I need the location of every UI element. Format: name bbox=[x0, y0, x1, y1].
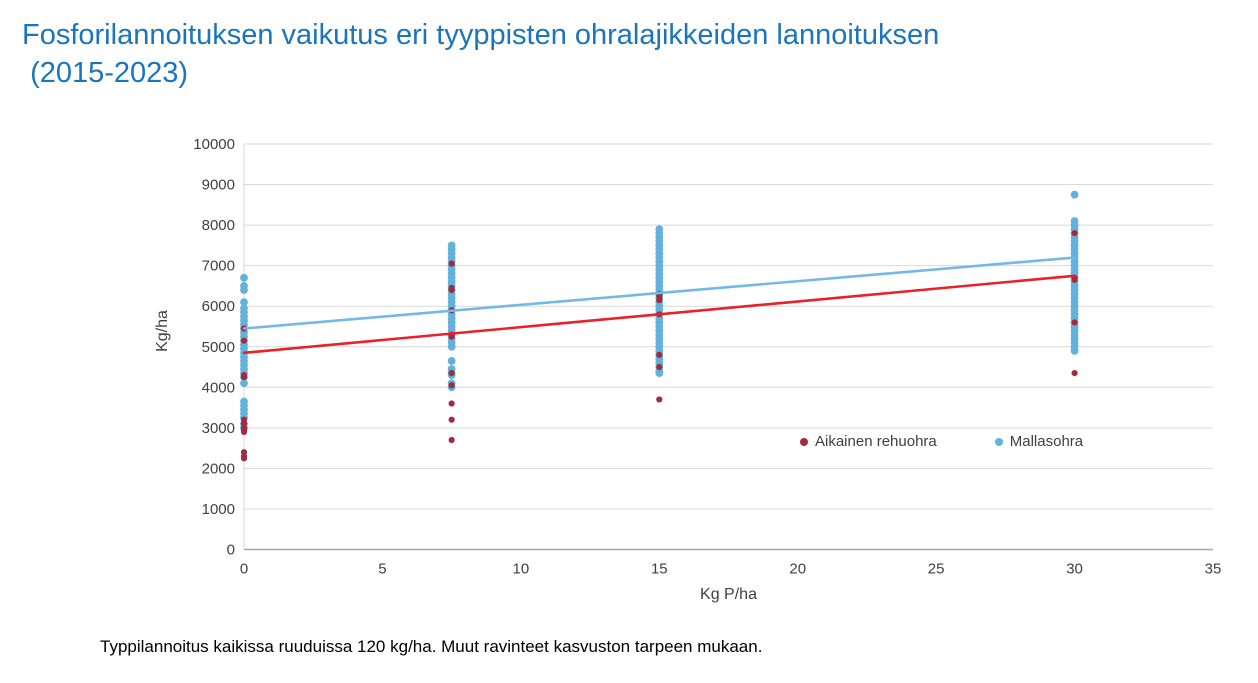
svg-text:10000: 10000 bbox=[193, 136, 235, 153]
y-axis-title: Kg/ha bbox=[153, 310, 171, 352]
svg-text:0: 0 bbox=[240, 561, 248, 578]
svg-text:15: 15 bbox=[651, 561, 668, 578]
page-title: Fosforilannoituksen vaikutus eri tyyppis… bbox=[22, 16, 1202, 93]
svg-text:20: 20 bbox=[789, 561, 806, 578]
x-axis-title: Kg P/ha bbox=[700, 586, 757, 603]
svg-text:1000: 1000 bbox=[202, 501, 235, 518]
svg-text:30: 30 bbox=[1066, 561, 1083, 578]
svg-text:0: 0 bbox=[227, 542, 235, 559]
svg-text:5: 5 bbox=[378, 561, 386, 578]
svg-text:2000: 2000 bbox=[202, 460, 235, 477]
svg-text:9000: 9000 bbox=[202, 177, 235, 194]
svg-text:5000: 5000 bbox=[202, 339, 235, 356]
svg-text:6000: 6000 bbox=[202, 298, 235, 315]
svg-text:8000: 8000 bbox=[202, 217, 235, 234]
svg-text:4000: 4000 bbox=[202, 379, 235, 396]
footer-note: Typpilannoitus kaikissa ruuduissa 120 kg… bbox=[100, 637, 763, 656]
svg-text:3000: 3000 bbox=[202, 420, 235, 437]
legend-label-aikainen-rehuohra: Aikainen rehuohra bbox=[815, 433, 937, 450]
legend-marker-aikainen-rehuohra-icon bbox=[800, 437, 808, 446]
legend-item-mallasohra: Mallasohra bbox=[994, 433, 1084, 450]
page-title-line1: Fosforilannoituksen vaikutus eri tyyppis… bbox=[22, 19, 940, 51]
svg-text:35: 35 bbox=[1205, 561, 1222, 578]
svg-text:25: 25 bbox=[928, 561, 945, 578]
page-title-line2: (2015-2023) bbox=[22, 57, 189, 90]
chart-legend: Aikainen rehuohra Mallasohra bbox=[800, 433, 1083, 450]
legend-item-aikainen-rehuohra: Aikainen rehuohra bbox=[800, 433, 937, 450]
svg-text:10: 10 bbox=[513, 561, 530, 578]
svg-text:7000: 7000 bbox=[202, 258, 235, 275]
legend-label-mallasohra: Mallasohra bbox=[1009, 433, 1084, 450]
legend-marker-mallasohra-icon bbox=[994, 437, 1003, 446]
